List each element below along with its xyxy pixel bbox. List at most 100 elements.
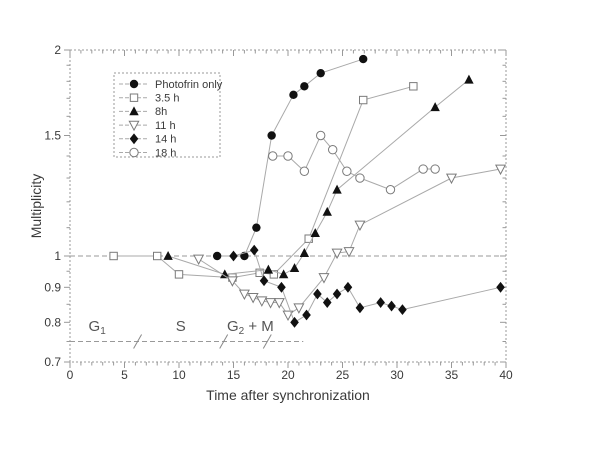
x-tick-label: 5 xyxy=(121,368,128,382)
data-point xyxy=(313,288,322,300)
data-point xyxy=(265,298,277,309)
x-tick-label: 20 xyxy=(281,368,295,382)
data-point xyxy=(409,82,418,91)
data-point xyxy=(163,250,173,260)
data-point xyxy=(268,151,278,161)
series-photofrin-only xyxy=(212,54,368,261)
x-axis-title: Time after synchronization xyxy=(206,387,370,403)
data-point xyxy=(129,106,139,116)
data-point xyxy=(430,102,440,112)
y-axis-title: Multiplicity xyxy=(28,174,44,239)
phase-divider-slash xyxy=(262,334,272,349)
data-point xyxy=(267,131,276,140)
data-point xyxy=(398,304,407,315)
data-point xyxy=(229,250,238,262)
legend-item-3-5-h: 3.5 h xyxy=(119,93,179,105)
series-11-h xyxy=(193,164,507,322)
phase-divider-slash xyxy=(219,334,229,349)
data-point xyxy=(343,247,355,258)
data-point xyxy=(255,268,264,278)
y-tick-label: 1.5 xyxy=(44,128,61,142)
axis-ticks xyxy=(64,49,507,368)
chart-generated-content: 0 5 10 15 20 25 30 35 40 0.7 0.8 0.9 1 1.5 2 G1 S G2 + M P… xyxy=(44,43,513,382)
legend-label: 11 h xyxy=(155,120,176,132)
data-point xyxy=(445,173,458,185)
data-point xyxy=(263,264,274,274)
legend-label: 3.5 h xyxy=(155,93,179,105)
data-point xyxy=(289,90,298,100)
data-point xyxy=(300,82,309,91)
data-point xyxy=(495,164,507,176)
data-point xyxy=(109,251,118,261)
data-point xyxy=(299,248,310,257)
x-tick-label: 30 xyxy=(390,368,404,382)
phase-label-g1: G1 xyxy=(89,318,107,337)
data-point xyxy=(385,184,396,195)
data-point xyxy=(387,300,396,312)
data-point xyxy=(355,173,365,183)
x-tick-label: 25 xyxy=(336,368,350,382)
legend-label: Photofrin only xyxy=(155,79,223,91)
data-point xyxy=(259,275,269,287)
data-point xyxy=(322,206,332,216)
series-8h xyxy=(163,74,474,279)
data-point xyxy=(252,223,261,232)
y-tick-label: 0.7 xyxy=(44,355,61,369)
legend-item-11-h: 11 h xyxy=(119,120,176,132)
data-point xyxy=(322,297,332,308)
y-tick-label: 0.8 xyxy=(44,315,61,329)
data-point xyxy=(289,263,300,273)
data-point xyxy=(332,184,342,194)
data-point xyxy=(247,292,259,304)
x-tick-label: 35 xyxy=(445,368,459,382)
x-tick-label: 0 xyxy=(67,368,74,382)
legend-item-8h: 8h xyxy=(119,106,167,118)
data-point xyxy=(256,296,268,307)
data-point xyxy=(277,281,286,293)
data-point xyxy=(283,151,293,161)
data-point xyxy=(355,302,365,314)
axis-tick-labels: 0 5 10 15 20 25 30 35 40 0.7 0.8 0.9 1 1.5 2 xyxy=(44,43,513,382)
data-point xyxy=(316,130,326,141)
data-point xyxy=(153,251,162,261)
data-point xyxy=(359,95,368,105)
data-point xyxy=(496,281,505,293)
phase-label-g2: G2 + M xyxy=(227,318,274,337)
y-tick-label: 1 xyxy=(54,249,61,263)
data-point xyxy=(174,270,184,279)
legend: Photofrin only 3.5 h8h 11 h 14 h18 h xyxy=(113,72,223,159)
x-tick-label: 10 xyxy=(172,368,186,382)
data-point xyxy=(302,309,311,321)
y-tick-label: 2 xyxy=(54,43,61,57)
data-point xyxy=(354,220,366,232)
data-point xyxy=(129,147,139,158)
data-point xyxy=(327,145,338,155)
data-point xyxy=(318,273,330,284)
data-point xyxy=(430,164,440,174)
series-18-h xyxy=(268,130,440,195)
data-point xyxy=(376,297,385,308)
data-point xyxy=(249,244,259,256)
legend-label: 14 h xyxy=(155,134,176,146)
data-point xyxy=(129,133,139,145)
data-point xyxy=(128,120,140,132)
data-point xyxy=(238,289,250,301)
legend-item-photofrin-only: Photofrin only xyxy=(119,79,223,91)
data-point xyxy=(269,270,279,279)
legend-item-18-h: 18 h xyxy=(119,147,176,159)
data-point xyxy=(193,254,205,266)
data-point xyxy=(331,248,343,260)
series-line xyxy=(272,134,436,191)
phase-label-s: S xyxy=(176,318,186,335)
x-tick-label: 15 xyxy=(227,368,241,382)
data-point xyxy=(212,251,222,261)
series-14-h xyxy=(229,244,505,328)
legend-label: 8h xyxy=(155,106,167,118)
data-point xyxy=(273,298,285,309)
data-point xyxy=(129,79,139,89)
data-point xyxy=(310,228,320,238)
data-point xyxy=(282,310,294,322)
data-point xyxy=(220,269,230,279)
